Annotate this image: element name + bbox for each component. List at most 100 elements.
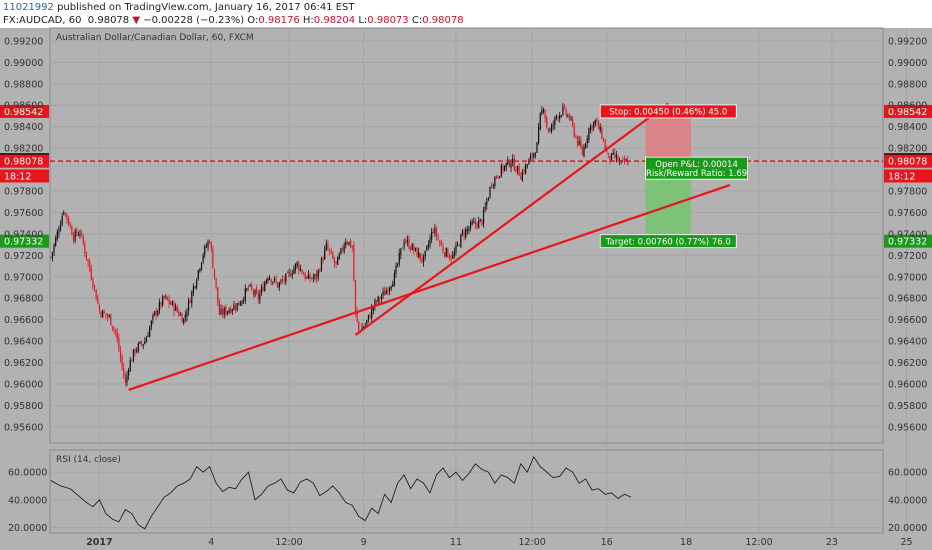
candle-body bbox=[508, 160, 511, 167]
y-tick-label-left: 0.96400 bbox=[4, 337, 43, 348]
candle-body bbox=[85, 251, 88, 260]
candle-body bbox=[374, 299, 376, 307]
candle-body bbox=[77, 235, 79, 237]
rsi-tick-label-left: 20.0000 bbox=[8, 523, 47, 534]
candle-body bbox=[482, 209, 485, 225]
candle-body bbox=[335, 261, 337, 264]
published-text: published on TradingView.com, January 16… bbox=[53, 2, 355, 13]
candle-body bbox=[226, 311, 229, 314]
candle-body bbox=[379, 297, 381, 300]
candle-body bbox=[233, 304, 235, 311]
candle-body bbox=[170, 302, 172, 305]
y-tick-label-right: 0.99200 bbox=[888, 36, 927, 47]
candle-body bbox=[306, 277, 308, 279]
candle-body bbox=[140, 342, 143, 345]
open-value: 0.98176 bbox=[258, 15, 300, 26]
down-arrow-icon: ▼ bbox=[132, 15, 141, 26]
price-label-right: 0.98542 bbox=[888, 107, 927, 118]
candle-body bbox=[567, 115, 569, 117]
candle-body bbox=[90, 269, 92, 280]
candle-body bbox=[351, 246, 353, 248]
candle-body bbox=[204, 245, 206, 255]
chart-id-link[interactable]: 11021992 bbox=[3, 2, 54, 13]
candle-body bbox=[568, 115, 571, 120]
candle-body bbox=[487, 198, 489, 201]
rsi-pane-border bbox=[49, 449, 884, 534]
candle-body bbox=[531, 154, 533, 157]
candle-body bbox=[448, 256, 451, 259]
trend-line[interactable] bbox=[354, 102, 669, 336]
y-tick-label-left: 0.98200 bbox=[4, 144, 43, 155]
candle-body bbox=[98, 304, 101, 312]
candle-body bbox=[225, 307, 227, 314]
x-tick-label: 16 bbox=[601, 537, 613, 548]
candle-body bbox=[174, 305, 177, 311]
low-value: 0.98073 bbox=[367, 15, 409, 26]
candle-body bbox=[131, 360, 133, 362]
candle-body bbox=[581, 147, 583, 155]
pnl-box bbox=[645, 156, 748, 180]
candle-body bbox=[153, 311, 156, 316]
open-pnl-label: Open P&L: 0.00014 bbox=[655, 160, 738, 170]
candle-body bbox=[431, 231, 433, 240]
candle-body bbox=[466, 228, 468, 231]
price-label-right: 0.98078 bbox=[888, 157, 927, 168]
candle-body bbox=[260, 287, 263, 293]
candle-body bbox=[64, 212, 66, 214]
publish-line: 11021992 published on TradingView.com, J… bbox=[3, 1, 355, 14]
candle-body bbox=[499, 176, 501, 179]
candle-body bbox=[348, 241, 350, 245]
candle-body bbox=[375, 300, 378, 303]
y-tick-label-right: 0.98800 bbox=[888, 79, 927, 90]
candle-body bbox=[281, 279, 284, 281]
candle-body bbox=[139, 341, 141, 344]
risk-reward-label: Risk/Reward Ratio: 1.69 bbox=[646, 169, 747, 179]
y-tick-label-left: 0.96000 bbox=[4, 380, 43, 391]
candle-body bbox=[393, 273, 395, 286]
candle-body bbox=[343, 245, 345, 252]
candle-body bbox=[166, 296, 169, 301]
candle-body bbox=[304, 273, 306, 280]
y-tick-label-left: 0.99200 bbox=[4, 36, 43, 47]
candle-body bbox=[588, 128, 590, 141]
candle-body bbox=[116, 332, 118, 340]
candle-body bbox=[602, 139, 605, 141]
price-label-box bbox=[0, 234, 49, 248]
candle-body bbox=[503, 165, 506, 171]
candle-body bbox=[194, 286, 196, 288]
candle-body bbox=[377, 296, 379, 302]
y-tick-label-right: 0.97200 bbox=[888, 251, 927, 262]
close-label: C: bbox=[411, 15, 423, 26]
candle-body bbox=[119, 349, 122, 359]
candle-body bbox=[293, 268, 295, 274]
candle-body bbox=[84, 244, 86, 254]
rsi-tick-label-left: 60.0000 bbox=[8, 468, 47, 479]
candle-body bbox=[142, 344, 144, 346]
candle-body bbox=[95, 289, 97, 300]
candle-body bbox=[215, 278, 217, 288]
candle-body bbox=[356, 311, 358, 321]
candle-body bbox=[405, 241, 407, 243]
y-tick-label-left: 0.97000 bbox=[4, 272, 43, 283]
candle-body bbox=[115, 329, 117, 333]
trend-lines[interactable] bbox=[128, 102, 731, 391]
candle-body bbox=[392, 284, 394, 287]
candle-body bbox=[197, 270, 199, 279]
candle-body bbox=[252, 290, 254, 294]
trend-line[interactable] bbox=[128, 184, 731, 391]
price-label-left: 0.97332 bbox=[4, 237, 43, 248]
price-change: −0.00228 (−0.23%) bbox=[143, 15, 245, 26]
chart-header: 11021992 published on TradingView.com, J… bbox=[0, 0, 932, 28]
candle-body bbox=[231, 309, 233, 312]
candle-body bbox=[220, 308, 222, 315]
candle-body bbox=[108, 315, 110, 317]
candle-body bbox=[314, 274, 316, 277]
candle-body bbox=[200, 262, 203, 270]
candle-body bbox=[525, 164, 527, 174]
candle-body bbox=[465, 229, 467, 238]
candle-body bbox=[591, 125, 593, 130]
candle-body bbox=[607, 153, 609, 155]
last-price: 0.98078 bbox=[87, 15, 130, 26]
candle-body bbox=[411, 244, 413, 250]
